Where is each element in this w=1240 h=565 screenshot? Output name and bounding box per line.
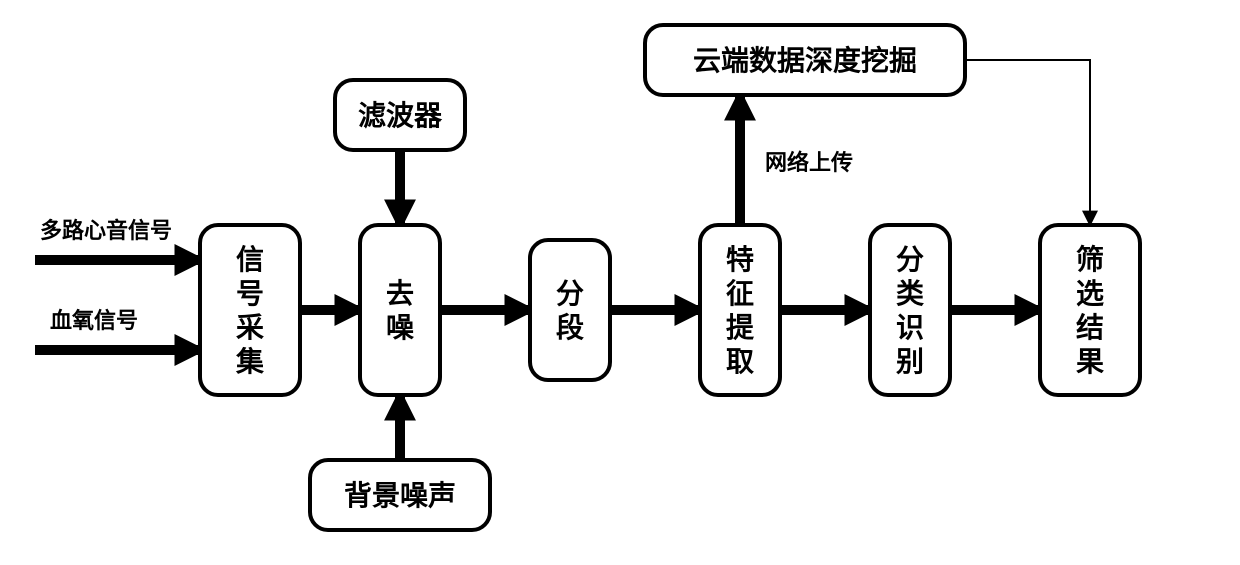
input1-label: 多路心音信号: [40, 218, 172, 243]
node-result: 筛选结果: [1040, 225, 1140, 395]
node-classify: 分类识别: [870, 225, 950, 395]
input2-label: 血氧信号: [50, 308, 138, 333]
node-feature: 特征提取: [700, 225, 780, 395]
node-filter: 滤波器: [335, 80, 465, 150]
upload-label: 网络上传: [765, 150, 853, 175]
node-acquire: 信号采集: [200, 225, 300, 395]
edge-cloud-to-result: [965, 60, 1090, 225]
node-label-cloud: 云端数据深度挖掘: [693, 44, 917, 76]
node-label-bgnoise: 背景噪声: [344, 480, 456, 511]
node-denoise: 去噪: [360, 225, 440, 395]
flowchart-canvas: 信号采集 滤波器去噪背景噪声 分段 特征提取 云端数据深度挖掘分类识别 筛选结果 多路心音…: [0, 0, 1240, 565]
node-cloud: 云端数据深度挖掘: [645, 25, 965, 95]
node-segment: 分段: [530, 240, 610, 380]
node-bgnoise: 背景噪声: [310, 460, 490, 530]
node-label-filter: 滤波器: [358, 100, 443, 131]
